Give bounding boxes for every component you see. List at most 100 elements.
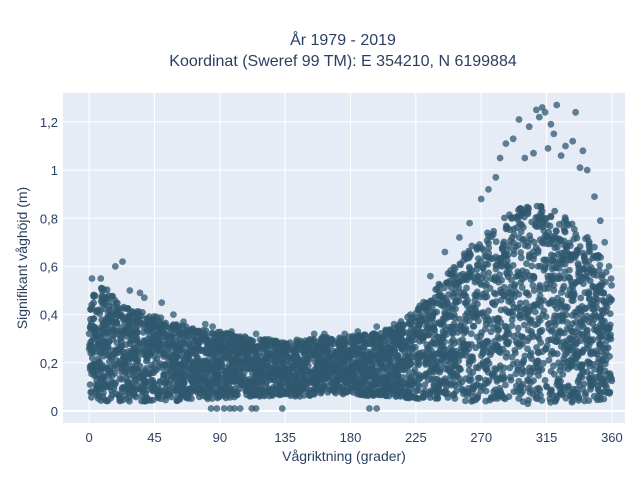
data-point <box>529 272 537 280</box>
outlier-point <box>576 164 584 172</box>
data-point <box>439 389 447 396</box>
outlier-point <box>562 142 569 150</box>
data-point <box>432 360 439 368</box>
data-point <box>477 332 485 339</box>
data-point <box>483 253 490 261</box>
data-point <box>445 280 453 287</box>
outlier-point <box>88 275 96 282</box>
data-point <box>524 239 532 247</box>
data-point <box>156 342 163 349</box>
data-point <box>276 383 284 391</box>
data-point <box>352 348 360 356</box>
data-point <box>477 361 484 369</box>
data-point <box>449 270 456 277</box>
data-point <box>489 373 497 380</box>
data-point <box>481 380 489 388</box>
data-point <box>228 365 235 372</box>
data-point <box>139 328 147 336</box>
data-points <box>85 101 616 412</box>
data-point <box>545 325 553 333</box>
y-tick-label: 0,2 <box>40 356 58 371</box>
data-point <box>235 367 243 375</box>
data-point <box>460 329 468 337</box>
data-point <box>342 370 350 377</box>
data-point <box>590 267 597 275</box>
data-point <box>473 261 481 269</box>
data-point <box>207 347 214 355</box>
data-point <box>151 365 159 373</box>
data-point <box>148 339 156 347</box>
y-tick-label: 0,8 <box>40 211 58 226</box>
data-point <box>522 305 529 313</box>
data-point <box>512 370 520 378</box>
data-point <box>421 381 429 389</box>
data-point <box>108 372 116 380</box>
data-point <box>524 337 531 345</box>
data-point <box>440 345 448 353</box>
data-point <box>585 359 593 367</box>
data-point <box>553 350 561 358</box>
data-point <box>574 325 582 332</box>
outlier-point <box>231 405 238 412</box>
data-point <box>259 338 266 346</box>
data-point <box>106 358 113 365</box>
data-point <box>517 228 525 236</box>
data-point <box>86 381 94 388</box>
data-point <box>154 391 162 399</box>
data-point <box>580 380 588 388</box>
data-point <box>603 337 610 345</box>
data-point <box>98 325 106 333</box>
data-point <box>184 354 192 361</box>
data-point <box>177 346 185 354</box>
data-point <box>288 372 295 379</box>
data-point <box>521 321 528 329</box>
data-point <box>221 390 229 398</box>
data-point <box>474 310 482 318</box>
data-point <box>476 241 483 248</box>
data-point <box>555 220 563 228</box>
outlier-point <box>515 116 523 123</box>
data-point <box>123 305 131 312</box>
data-point <box>573 359 580 367</box>
data-point <box>540 307 548 315</box>
data-point <box>147 325 155 333</box>
data-point <box>191 377 199 385</box>
data-point <box>536 282 544 289</box>
data-point <box>162 319 170 327</box>
data-point <box>501 334 509 342</box>
outlier-point <box>252 405 260 412</box>
data-point <box>513 224 521 232</box>
data-point <box>551 318 558 326</box>
outlier-point <box>111 263 119 270</box>
data-point <box>560 329 568 337</box>
data-point <box>351 383 359 391</box>
data-point <box>90 364 98 372</box>
data-point <box>134 353 142 361</box>
data-point <box>467 330 475 338</box>
data-point <box>483 364 491 372</box>
data-point <box>405 381 413 388</box>
data-point <box>449 330 457 338</box>
data-point <box>109 335 116 343</box>
data-point <box>447 372 455 380</box>
data-point <box>558 384 566 391</box>
data-point <box>455 297 463 305</box>
outlier-point <box>209 323 217 330</box>
data-point <box>598 380 605 388</box>
data-point <box>450 390 458 398</box>
data-point <box>492 253 500 261</box>
data-point <box>516 212 524 220</box>
tick-labels: 0 45 90 135 180 225 270 315 360 0 0,2 0,4 0,6 0,8 1 1,2 <box>40 115 623 445</box>
data-point <box>582 335 590 342</box>
data-point <box>538 326 546 334</box>
data-point <box>91 371 99 378</box>
data-point <box>395 376 403 384</box>
data-point <box>497 286 504 294</box>
data-point <box>87 341 95 349</box>
data-point <box>515 340 523 348</box>
data-point <box>587 350 595 358</box>
data-point <box>162 330 170 338</box>
data-point <box>570 235 578 243</box>
data-point <box>524 385 532 392</box>
data-point <box>107 317 115 325</box>
